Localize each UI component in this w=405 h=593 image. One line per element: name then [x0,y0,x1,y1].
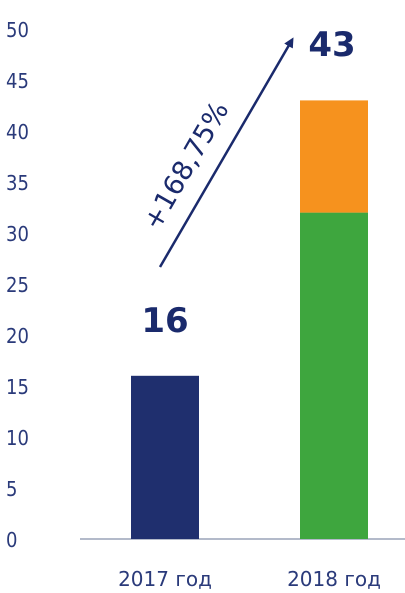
y-tick-label: 5 [6,477,17,501]
bar-segment [131,375,199,539]
bar-total-label: 16 [141,301,188,341]
y-tick-label: 50 [6,18,29,42]
growth-arrow [158,37,294,268]
y-tick-label: 35 [6,171,29,195]
bar-total-label: 43 [308,25,355,65]
y-tick-label: 0 [6,528,17,552]
growth-label: +168,75% [137,96,235,235]
bars [131,100,368,539]
y-tick-label: 20 [6,324,29,348]
y-tick-label: 40 [6,120,29,144]
y-tick-label: 45 [6,69,29,93]
y-tick-label: 15 [6,375,29,399]
x-tick-label: 2017 год [118,567,212,591]
x-axis-labels: 2017 год 2018 год [118,567,381,591]
bar-segment [300,100,368,213]
bar-segment [300,212,368,539]
y-tick-label: 10 [6,426,29,450]
y-tick-label: 25 [6,273,29,297]
y-axis-ticks: 0 5 10 15 20 25 30 35 40 45 50 [6,18,29,552]
growth-annotation: +168,75% [137,37,294,268]
x-tick-label: 2018 год [287,567,381,591]
y-tick-label: 30 [6,222,29,246]
